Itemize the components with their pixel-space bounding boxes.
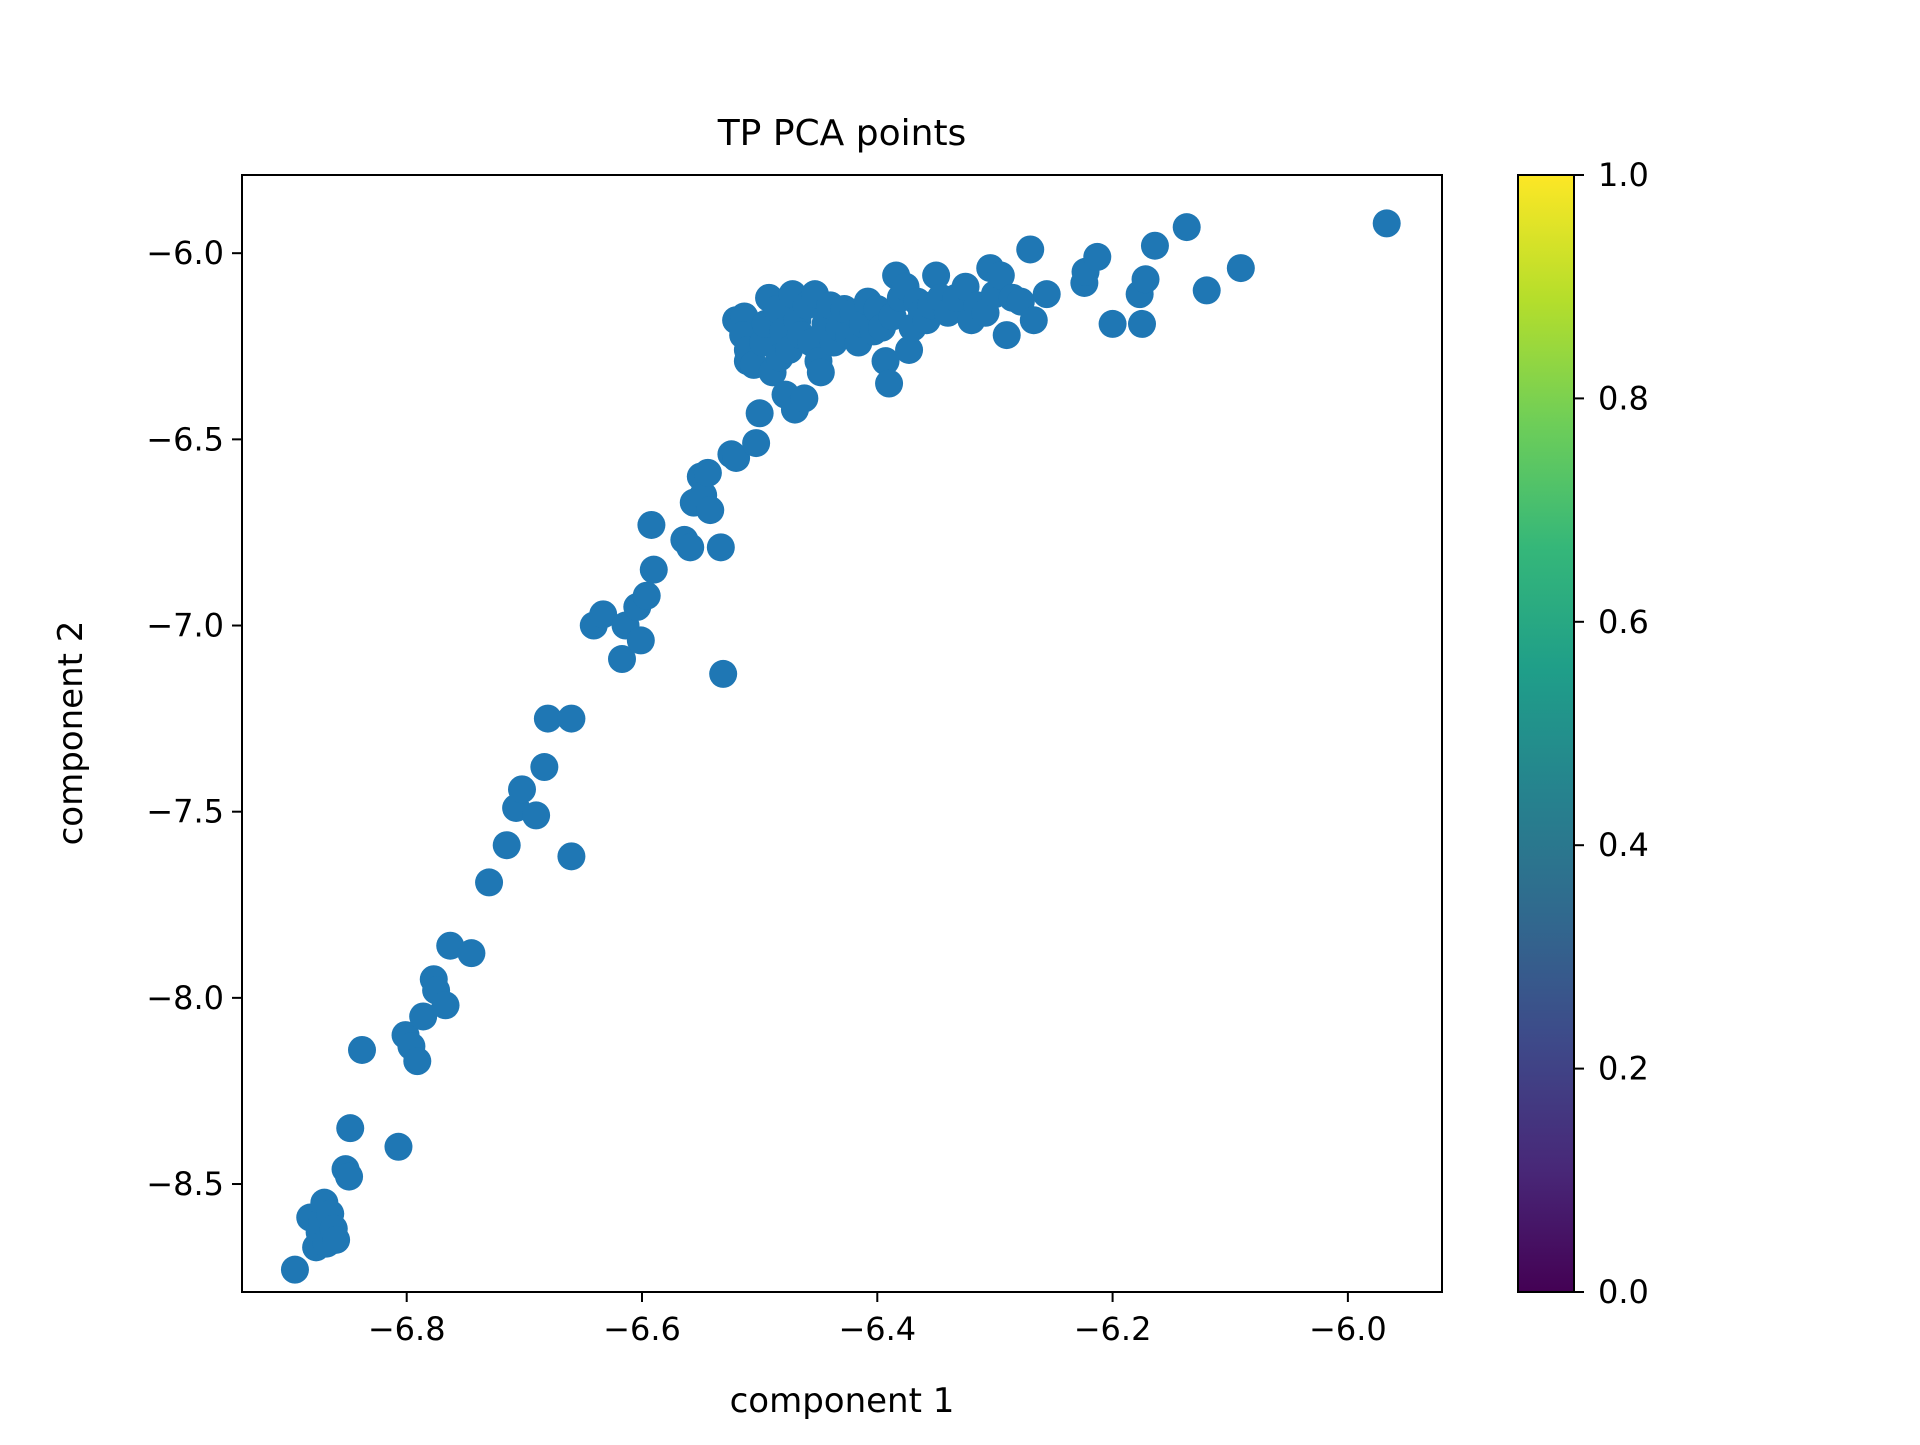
- x-tick-label: −6.4: [838, 1310, 916, 1348]
- data-point: [871, 347, 900, 376]
- colorbar-axis: 0.0 0.2 0.4 0.6 0.8 1.0: [1574, 156, 1649, 1311]
- data-point: [632, 581, 661, 610]
- data-point: [806, 358, 835, 387]
- colorbar-tick-label: 0.6: [1598, 603, 1649, 641]
- data-point: [696, 496, 725, 525]
- x-axis-label: component 1: [730, 1381, 955, 1421]
- data-point: [922, 261, 951, 290]
- data-point: [1128, 309, 1156, 338]
- data-point: [322, 1225, 351, 1254]
- data-point: [875, 369, 904, 398]
- data-point: [1172, 213, 1201, 242]
- y-tick-label: −6.0: [146, 234, 224, 272]
- colorbar-tick-label: 0.0: [1598, 1273, 1649, 1311]
- data-point: [1226, 254, 1255, 283]
- y-axis: −6.0 −6.5 −7.0 −7.5 −8.0 −8.5: [146, 234, 242, 1203]
- data-point: [709, 659, 738, 688]
- data-point: [895, 335, 924, 364]
- x-tick-label: −6.0: [1309, 1310, 1387, 1348]
- data-point: [530, 753, 559, 782]
- data-point: [457, 939, 486, 968]
- data-point: [1019, 306, 1048, 335]
- data-point: [790, 384, 819, 413]
- data-point: [589, 600, 618, 629]
- data-point: [280, 1255, 309, 1284]
- data-point: [1372, 209, 1401, 238]
- data-point: [986, 261, 1015, 290]
- data-point: [626, 626, 655, 655]
- data-point: [492, 831, 521, 860]
- data-point: [436, 931, 465, 960]
- y-tick-label: −8.5: [146, 1165, 224, 1203]
- data-point: [384, 1132, 413, 1161]
- data-point: [1098, 309, 1127, 338]
- y-tick-label: −7.5: [146, 793, 224, 831]
- colorbar: [1517, 174, 1575, 1293]
- data-point: [403, 1047, 432, 1076]
- data-point: [348, 1035, 376, 1064]
- data-point: [992, 321, 1021, 350]
- data-point: [1192, 276, 1221, 305]
- colorbar-tick-label: 0.8: [1598, 379, 1649, 417]
- data-point: [508, 775, 536, 804]
- chart-title: TP PCA points: [717, 113, 967, 154]
- colorbar-tick-label: 0.4: [1598, 826, 1649, 864]
- data-point: [431, 991, 460, 1020]
- colorbar-tick-label: 0.2: [1598, 1050, 1649, 1088]
- y-tick-label: −6.5: [146, 420, 224, 458]
- data-point: [693, 458, 722, 487]
- plot-frame: [241, 174, 1443, 1293]
- data-point: [706, 533, 735, 562]
- data-point: [1032, 280, 1061, 309]
- data-point: [745, 399, 774, 428]
- colorbar-tick-label: 1.0: [1598, 156, 1649, 194]
- data-point: [676, 533, 705, 562]
- x-axis: −6.8 −6.6 −6.4 −6.2 −6.0: [368, 1292, 1387, 1348]
- data-point: [335, 1162, 364, 1191]
- points-layer: [280, 209, 1401, 1284]
- data-point: [639, 555, 668, 584]
- x-tick-label: −6.6: [603, 1310, 681, 1348]
- data-point: [1131, 265, 1160, 294]
- x-tick-label: −6.2: [1074, 1310, 1152, 1348]
- data-point: [522, 801, 551, 830]
- data-point: [742, 429, 771, 458]
- data-point: [1016, 235, 1045, 264]
- y-axis-label: component 2: [51, 621, 91, 846]
- data-point: [409, 1002, 438, 1031]
- data-point: [637, 510, 666, 539]
- data-point: [557, 842, 586, 871]
- data-point: [557, 704, 586, 733]
- y-tick-label: −7.0: [146, 607, 224, 645]
- y-tick-label: −8.0: [146, 979, 224, 1017]
- data-point: [608, 645, 636, 674]
- data-point: [475, 868, 504, 897]
- data-point: [1140, 231, 1169, 260]
- data-point: [722, 443, 751, 472]
- data-point: [533, 704, 562, 733]
- data-point: [336, 1114, 365, 1143]
- data-point: [1083, 242, 1112, 271]
- x-tick-label: −6.8: [368, 1310, 446, 1348]
